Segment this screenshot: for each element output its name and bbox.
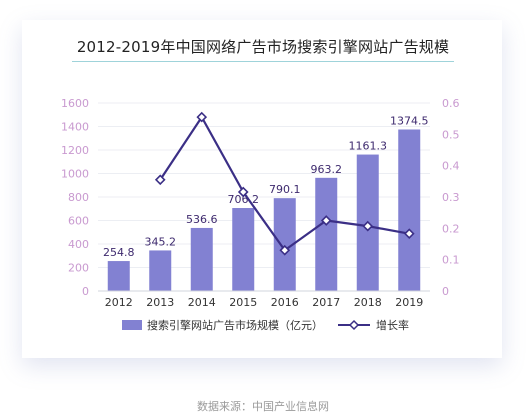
bar-data-labels: 254.8345.2536.6706.2790.1963.21161.31374…: [103, 114, 429, 259]
bar: [149, 250, 172, 291]
growth-rate-point: [237, 186, 249, 198]
x-tick-label: 2015: [229, 296, 257, 309]
bar-data-label: 536.6: [186, 213, 218, 226]
chart-title: 2012-2019年中国网络广告市场搜索引擎网站广告规模: [76, 38, 450, 56]
bar-data-label: 1374.5: [390, 114, 429, 127]
y-right-tick-label: 0.3: [442, 191, 460, 204]
grid-lines: [98, 102, 430, 292]
legend-label-bar: 搜索引擎网站广告市场规模（亿元）: [147, 318, 323, 332]
title-underline: [72, 61, 454, 62]
y-right-tick-label: 0.5: [442, 128, 460, 141]
y-left-tick-label: 0: [82, 285, 89, 298]
y-left-tick-label: 400: [68, 238, 89, 251]
y-axis-left: 0 200 400 600 800 1000 1200 1400 1600: [61, 97, 89, 298]
bar: [273, 198, 296, 291]
y-right-tick-label: 0: [442, 285, 449, 298]
bar: [315, 177, 338, 291]
legend-label-line: 增长率: [376, 318, 409, 332]
legend: 搜索引擎网站广告市场规模（亿元） 增长率: [122, 318, 409, 332]
x-tick-label: 2012: [105, 296, 133, 309]
legend-marker-line: [348, 319, 360, 331]
legend-swatch-bar: [122, 320, 142, 330]
growth-rate-point: [320, 215, 332, 226]
source-note: 数据来源：中国产业信息网: [197, 400, 329, 413]
y-right-tick-label: 0.1: [442, 254, 460, 267]
x-tick-label: 2016: [271, 296, 299, 309]
y-axis-right: 0 0.1 0.2 0.3 0.4 0.5 0.6: [442, 97, 460, 298]
bar-data-label: 963.2: [311, 163, 343, 176]
growth-rate-point: [279, 244, 291, 256]
growth-rate-point: [154, 174, 166, 186]
bar-data-label: 254.8: [103, 246, 135, 259]
x-tick-label: 2018: [354, 296, 382, 309]
bar: [107, 261, 130, 291]
x-tick-label: 2019: [395, 296, 423, 309]
y-left-tick-label: 1400: [61, 121, 89, 134]
chart-card: [22, 20, 502, 358]
bar-series: [107, 129, 421, 291]
x-axis: 2012 2013 2014 2015 2016 2017 2018 2019: [98, 290, 430, 309]
bar-data-label: 345.2: [145, 235, 177, 248]
y-right-tick-label: 0.2: [442, 222, 460, 235]
bar: [190, 227, 213, 291]
x-tick-label: 2013: [146, 296, 174, 309]
growth-rate-point: [403, 228, 415, 239]
line-series: [154, 111, 415, 256]
y-left-tick-label: 1200: [61, 144, 89, 157]
y-left-tick-label: 800: [68, 191, 89, 204]
bar: [232, 208, 255, 291]
x-tick-label: 2017: [312, 296, 340, 309]
x-tick-label: 2014: [188, 296, 216, 309]
bar-data-label: 790.1: [269, 183, 301, 196]
y-left-tick-label: 200: [68, 262, 89, 275]
y-right-tick-label: 0.6: [442, 97, 460, 110]
growth-rate-point: [196, 111, 208, 123]
bar: [398, 129, 421, 291]
y-left-tick-label: 1000: [61, 168, 89, 181]
y-right-tick-label: 0.4: [442, 160, 460, 173]
bar-data-label: 1161.3: [349, 140, 388, 153]
y-left-tick-label: 1600: [61, 97, 89, 110]
growth-rate-point: [362, 220, 374, 232]
y-left-tick-label: 600: [68, 215, 89, 228]
